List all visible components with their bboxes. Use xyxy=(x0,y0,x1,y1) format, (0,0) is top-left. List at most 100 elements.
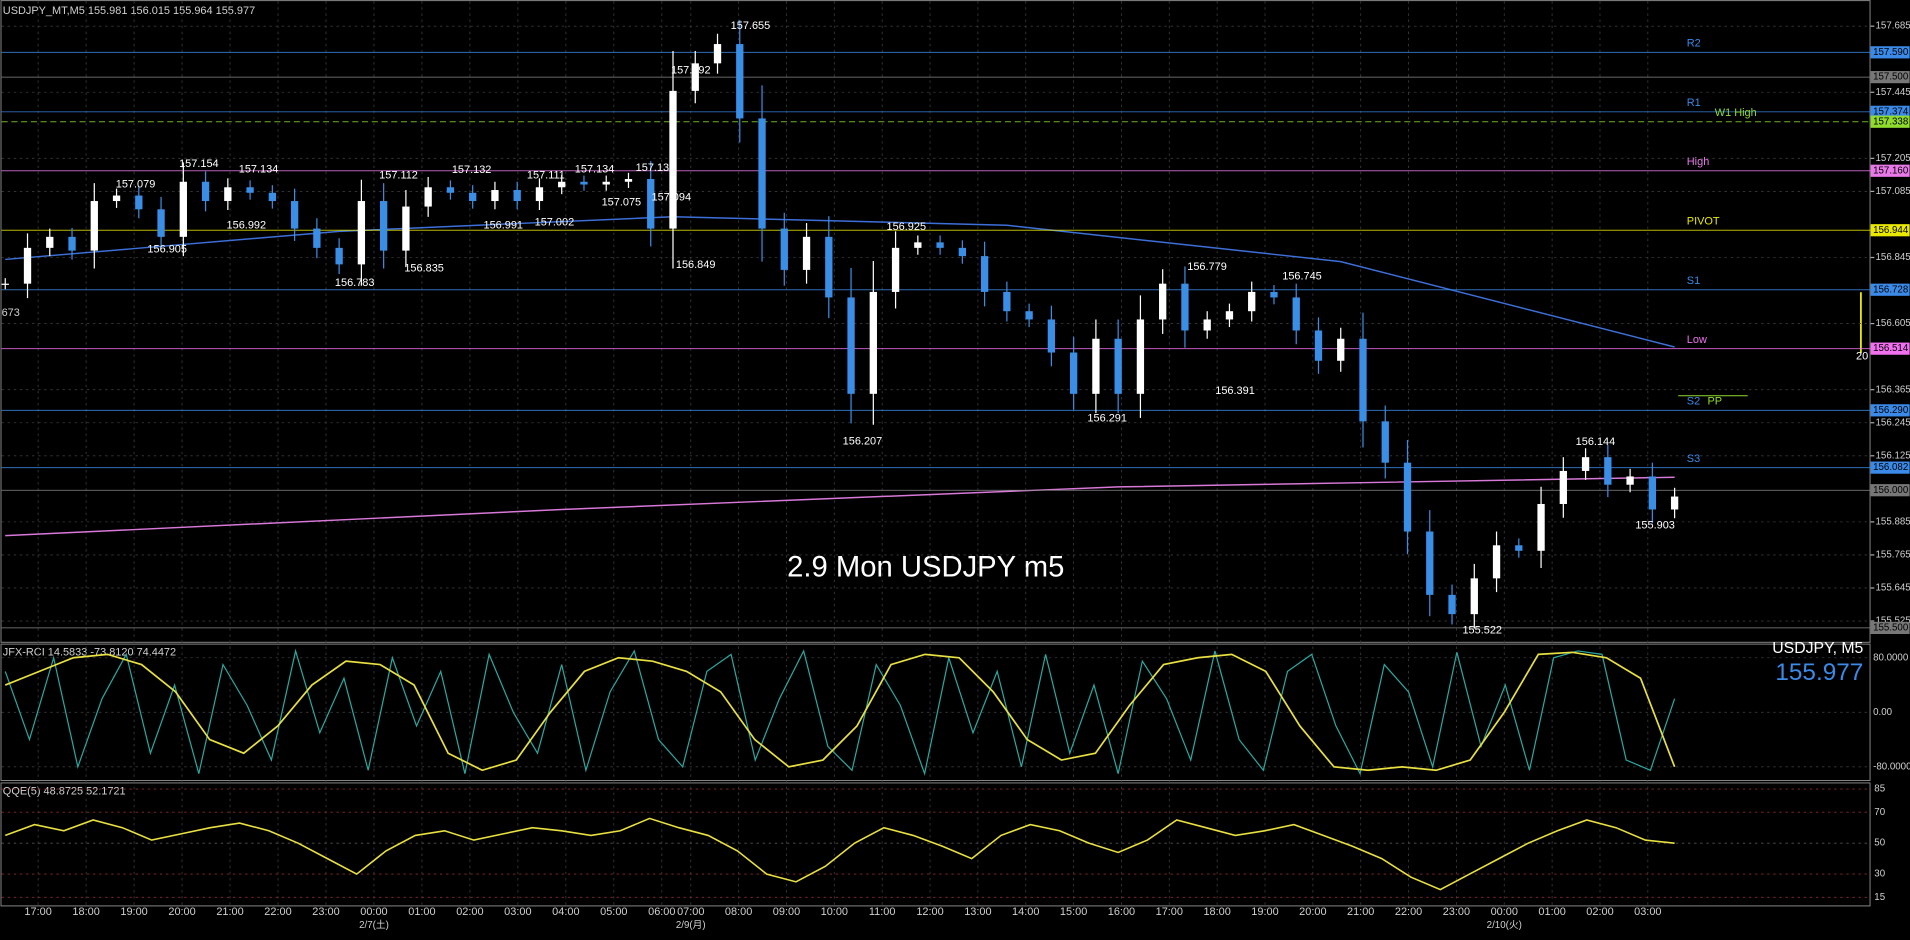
candle-body xyxy=(402,206,410,251)
date-label: 2/9(月) xyxy=(676,919,706,931)
price-annotation: 157.112 xyxy=(379,169,418,181)
candle-body xyxy=(825,236,833,298)
y-tick-label: 157.205 xyxy=(1876,153,1910,164)
axis-level-box xyxy=(1870,621,1910,635)
price-annotation: 156.991 xyxy=(483,220,523,232)
y-tick-label: 156.245 xyxy=(1876,417,1910,428)
axis-level-label: 157.500 xyxy=(1873,72,1909,83)
x-tick-label: 03:00 xyxy=(1634,906,1661,918)
candle-body xyxy=(1114,338,1122,394)
price-annotation: 156.745 xyxy=(1282,270,1322,282)
y-tick-label: 155.885 xyxy=(1876,516,1910,527)
candle-body xyxy=(1604,457,1612,485)
y-tick-label: -80.0000 xyxy=(1873,761,1910,772)
axis-level-box xyxy=(1870,342,1910,355)
candle-body xyxy=(780,228,788,270)
x-tick-label: 06:00 xyxy=(648,906,675,918)
y-tick-label: 157.685 xyxy=(1876,21,1910,32)
side-label: 20 xyxy=(1856,351,1868,363)
candle-body xyxy=(1337,338,1345,361)
info-symbol: USDJPY, M5 xyxy=(1772,640,1863,657)
axis-level-label: 156.944 xyxy=(1873,225,1909,236)
x-tick-label: 07:00 xyxy=(677,906,704,918)
candle-body xyxy=(1648,476,1657,510)
axis-level-box xyxy=(1870,461,1910,474)
y-tick-label: 155.525 xyxy=(1876,616,1910,627)
candle-body xyxy=(224,187,232,202)
price-annotation: 157.002 xyxy=(535,217,575,229)
candle-body xyxy=(535,187,544,202)
y-tick-label: 156.845 xyxy=(1876,252,1910,263)
level-name: R2 xyxy=(1687,38,1701,50)
x-tick-label: 00:00 xyxy=(1491,906,1518,918)
x-tick-label: 08:00 xyxy=(725,906,752,918)
candle-body xyxy=(1003,291,1011,312)
y-tick-label: 155.645 xyxy=(1876,583,1910,594)
price-annotation: 156.291 xyxy=(1087,412,1127,424)
candle-body xyxy=(647,179,655,229)
x-tick-label: 18:00 xyxy=(1203,906,1230,918)
pp-label: PP xyxy=(1707,396,1722,408)
price-annotation: 157.492 xyxy=(671,65,711,77)
price-annotation: 157.134 xyxy=(239,163,279,175)
candle-body xyxy=(469,192,477,202)
candle-body xyxy=(1559,470,1567,504)
info-price: 155.977 xyxy=(1775,659,1863,686)
axis-level-box xyxy=(1870,283,1910,296)
candle-body xyxy=(936,242,944,248)
candle-body xyxy=(980,256,989,292)
axis-level-label: 157.338 xyxy=(1873,116,1908,127)
price-annotation: 156.835 xyxy=(404,263,444,275)
axis-level-label: 156.290 xyxy=(1873,405,1909,416)
axis-level-box xyxy=(1870,71,1910,84)
candle-body xyxy=(1492,545,1501,579)
moving-average xyxy=(5,476,1675,537)
candle-body xyxy=(135,195,143,210)
candle-body xyxy=(335,247,343,265)
candle-body xyxy=(157,209,165,237)
axis-level-box xyxy=(1870,164,1910,177)
qqe-panel xyxy=(0,782,1871,907)
level-name: S1 xyxy=(1687,275,1700,287)
chart-header: USDJPY_MT,M5 155.981 156.015 155.964 155… xyxy=(3,5,255,17)
price-annotation: 157.134 xyxy=(575,163,615,175)
date-label: 2/10(火) xyxy=(1487,920,1522,931)
price-annotation: 157.655 xyxy=(731,20,771,32)
candle-body xyxy=(513,190,521,202)
y-tick-label: 156.365 xyxy=(1876,384,1910,395)
candle-body xyxy=(958,247,967,257)
level-name: High xyxy=(1687,156,1710,168)
candle-body xyxy=(1626,476,1634,485)
qqe-header: QQE(5) 48.8725 52.1721 xyxy=(3,785,126,797)
candle-body xyxy=(46,236,54,248)
price-annotation: 157.079 xyxy=(116,178,156,190)
price-annotation: 156.783 xyxy=(335,277,375,289)
candle-body xyxy=(1403,462,1412,532)
candle-body xyxy=(201,181,210,202)
price-annotation: 155.522 xyxy=(1462,624,1502,636)
candle-body xyxy=(1159,283,1167,320)
price-annotation: 156.925 xyxy=(887,221,927,233)
candle-body xyxy=(1537,503,1545,551)
rci-line xyxy=(4,651,1676,772)
candle-body xyxy=(1448,594,1456,615)
price-annotation: 156.992 xyxy=(227,219,267,231)
y-tick-label: 15 xyxy=(1874,892,1885,903)
x-tick-label: 14:00 xyxy=(1012,906,1039,918)
y-tick-label: 0.00 xyxy=(1873,707,1893,718)
candle-body xyxy=(268,192,277,202)
price-annotation: 155.903 xyxy=(1635,519,1675,531)
y-tick-label: 156.605 xyxy=(1876,318,1910,329)
axis-level-label: 157.590 xyxy=(1873,47,1909,58)
candle-body xyxy=(491,190,499,202)
candle-body xyxy=(112,195,121,202)
x-tick-label: 22:00 xyxy=(1395,906,1422,918)
candle-body xyxy=(1359,338,1367,422)
candle-body xyxy=(68,236,76,251)
candle-body xyxy=(1270,291,1278,298)
price-annotation: 157.154 xyxy=(179,158,219,170)
candle-body xyxy=(1203,319,1211,331)
price-annotation: 156.905 xyxy=(147,243,187,255)
